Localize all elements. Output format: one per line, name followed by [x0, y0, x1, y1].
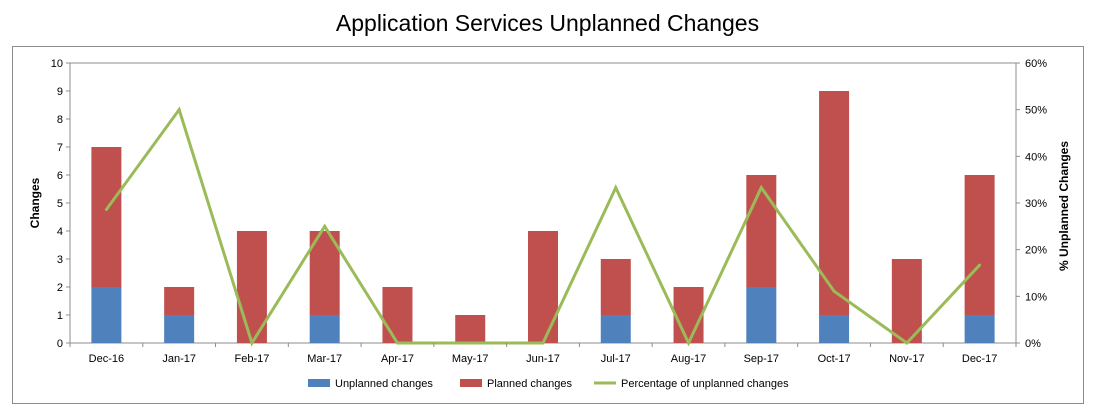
- x-tick-label: Apr-17: [381, 353, 414, 365]
- bar-planned-nov-17: [891, 259, 922, 343]
- legend-swatch-unplanned: [308, 379, 330, 387]
- x-tick-label: Jul-17: [601, 353, 631, 365]
- legend-label-planned: Planned changes: [487, 378, 573, 390]
- line-point-nov-17: [905, 341, 909, 345]
- x-tick-label: Dec-17: [962, 353, 997, 365]
- y2-tick-label: 10%: [1025, 291, 1047, 303]
- bar-unplanned-jul-17: [600, 315, 631, 343]
- line-point-may-17: [468, 341, 472, 345]
- y-tick-label: 7: [57, 142, 63, 154]
- bar-planned-apr-17: [382, 287, 413, 343]
- legend-label-percentage: Percentage of unplanned changes: [621, 378, 789, 390]
- x-tick-label: Jun-17: [526, 353, 560, 365]
- legend: Unplanned changes Planned changes Percenta…: [308, 378, 789, 390]
- y2-axis-title: % Unplanned Changes: [1057, 141, 1071, 271]
- chart-title: Application Services Unplanned Changes: [335, 10, 760, 36]
- y-tick-label: 9: [57, 86, 63, 98]
- x-tick-label: Dec-16: [89, 353, 124, 365]
- x-tick-label: May-17: [452, 353, 489, 365]
- line-point-mar-17: [323, 224, 327, 228]
- y-tick-label: 2: [57, 282, 63, 294]
- x-tick-label: Nov-17: [889, 353, 924, 365]
- bar-planned-oct-17: [819, 91, 850, 315]
- x-tick-label: Feb-17: [234, 353, 269, 365]
- line-point-feb-17: [250, 341, 254, 345]
- bars-layer: [91, 91, 995, 343]
- bar-unplanned-sep-17: [746, 287, 777, 343]
- x-tick-label: Aug-17: [671, 353, 706, 365]
- bar-planned-aug-17: [673, 287, 704, 343]
- chart-frame: [12, 46, 1084, 404]
- line-point-jun-17: [541, 341, 545, 345]
- line-point-sep-17: [759, 186, 763, 190]
- line-point-aug-17: [687, 341, 691, 345]
- x-tick-label: Sep-17: [744, 353, 779, 365]
- bar-unplanned-dec-16: [91, 287, 122, 343]
- y2-tick-label: 50%: [1025, 105, 1047, 117]
- y-tick-label: 8: [57, 114, 63, 126]
- bar-planned-jun-17: [528, 231, 558, 343]
- y-tick-label: 5: [57, 198, 63, 210]
- x-tick-label: Jan-17: [162, 353, 196, 365]
- bar-unplanned-jan-17: [164, 315, 195, 343]
- legend-label-unplanned: Unplanned changes: [335, 378, 433, 390]
- ticks-layer: 0 1 2 3 4 5 6 7 8 9 10 0% 10% 20% 30% 40% 50% 60% Dec-16 Ja…: [51, 58, 1047, 365]
- legend-swatch-planned: [460, 379, 482, 387]
- line-point-jan-17: [177, 108, 181, 112]
- x-tick-label: Oct-17: [818, 353, 851, 365]
- y-tick-label: 6: [57, 170, 63, 182]
- bar-planned-dec-16: [91, 147, 122, 287]
- bar-planned-may-17: [455, 315, 486, 343]
- line-point-oct-17: [832, 289, 836, 293]
- line-point-dec-17: [978, 263, 982, 267]
- x-tick-label: Mar-17: [307, 353, 342, 365]
- y2-tick-label: 0%: [1025, 338, 1041, 350]
- bar-planned-jul-17: [600, 259, 631, 315]
- bar-unplanned-mar-17: [309, 315, 340, 343]
- y2-tick-label: 30%: [1025, 198, 1047, 210]
- bar-unplanned-dec-17: [964, 315, 995, 343]
- y-axis-title: Changes: [28, 177, 42, 228]
- y-tick-label: 4: [57, 226, 63, 238]
- bar-planned-sep-17: [746, 175, 777, 287]
- bar-planned-dec-17: [964, 175, 995, 315]
- line-point-dec-16: [104, 208, 108, 212]
- y-tick-label: 0: [57, 338, 63, 350]
- y-tick-label: 1: [57, 310, 63, 322]
- bar-planned-jan-17: [164, 287, 195, 315]
- y2-tick-label: 40%: [1025, 151, 1047, 163]
- line-layer: [104, 106, 982, 347]
- y2-tick-label: 60%: [1025, 58, 1047, 70]
- bar-unplanned-oct-17: [819, 315, 850, 343]
- y2-tick-label: 20%: [1025, 245, 1047, 257]
- line-point-apr-17: [395, 341, 399, 345]
- line-point-jul-17: [614, 186, 618, 190]
- y-tick-label: 10: [51, 58, 63, 70]
- y-tick-label: 3: [57, 254, 63, 266]
